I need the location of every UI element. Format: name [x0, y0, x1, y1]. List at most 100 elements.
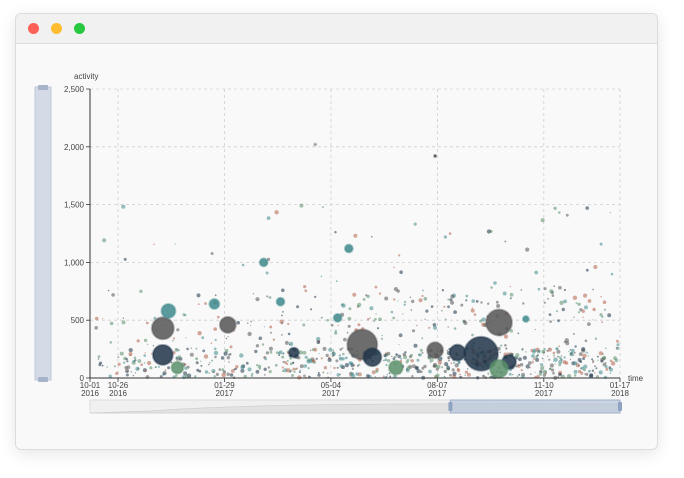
scatter-point — [243, 374, 247, 379]
scatter-point — [603, 308, 607, 311]
scatter-point — [218, 368, 222, 371]
scatter-point — [357, 364, 359, 367]
scatter-point — [516, 375, 519, 378]
y-tick-label: 0 — [80, 374, 85, 383]
scatter-point — [108, 374, 112, 378]
scatter-point — [151, 352, 153, 355]
scatter-point — [268, 370, 272, 374]
scatter-point — [399, 270, 403, 275]
scatter-point — [591, 369, 595, 372]
scatter-point — [453, 361, 456, 364]
scatter-point — [184, 366, 188, 370]
bubble — [343, 243, 354, 254]
scatter-point — [358, 363, 361, 366]
scatter-point — [482, 374, 485, 378]
scatter-point — [197, 303, 200, 306]
scatter-point — [500, 344, 503, 347]
scatter-point — [450, 300, 455, 305]
scatter-point — [374, 285, 378, 289]
scatter-point — [268, 346, 273, 351]
scatter-point — [419, 348, 423, 352]
scatter-point — [397, 300, 399, 302]
scatter-point — [520, 289, 523, 291]
scatter-point — [344, 363, 349, 368]
scatter-point — [558, 285, 562, 290]
scatter-point — [258, 367, 262, 370]
scatter-point — [504, 240, 507, 243]
scatter-point — [527, 361, 532, 365]
scatter-point — [446, 349, 449, 352]
y-datazoom-slider[interactable] — [34, 85, 52, 382]
scatter-point — [522, 302, 525, 305]
scatter-point — [121, 204, 126, 209]
scatter-point — [416, 324, 418, 327]
scatter-point — [592, 288, 594, 291]
scatter-point — [544, 372, 547, 375]
scatter-point — [175, 349, 177, 351]
scatter-point — [302, 323, 306, 327]
scatter-point — [266, 295, 269, 298]
scatter-point — [139, 289, 143, 293]
scatter-point — [409, 296, 411, 298]
scatter-point — [402, 313, 404, 315]
scatter-point — [588, 373, 594, 379]
scatter-point — [457, 361, 461, 365]
scatter-point — [518, 357, 522, 362]
scatter-point — [204, 302, 207, 305]
scatter-point — [408, 355, 412, 359]
close-window-button[interactable] — [28, 23, 39, 34]
scatter-point — [251, 372, 254, 375]
scatter-point — [327, 372, 329, 374]
scatter-point — [265, 351, 269, 355]
scatter-point — [286, 359, 289, 362]
scatter-point — [471, 307, 473, 309]
scatter-point — [257, 364, 262, 369]
scatter-point — [185, 374, 189, 378]
scatter-point — [416, 369, 421, 374]
scatter-point — [423, 364, 427, 369]
scatter-point — [419, 370, 423, 374]
scatter-point — [316, 340, 321, 345]
scatter-point — [123, 257, 127, 261]
scatter-point — [119, 351, 124, 356]
scatter-point — [561, 307, 565, 312]
scatter-point — [561, 359, 563, 361]
scatter-point — [152, 345, 155, 347]
scatter-point — [551, 368, 555, 372]
scatter-point — [98, 363, 102, 367]
scatter-point — [157, 365, 160, 368]
scatter-point — [133, 356, 137, 360]
scatter-point — [427, 356, 431, 360]
y-tick-label: 1,000 — [64, 258, 85, 267]
minimize-window-button[interactable] — [51, 23, 62, 34]
scatter-point — [211, 359, 214, 362]
bubble — [484, 308, 513, 337]
scatter-point — [558, 359, 563, 364]
scatter-point — [464, 374, 467, 377]
scatter-point — [352, 292, 357, 297]
scatter-point — [249, 324, 252, 327]
scatter-point — [255, 297, 260, 302]
scatter-point — [430, 305, 434, 308]
scatter-point — [520, 369, 523, 372]
scatter-point — [302, 350, 307, 355]
scatter-point — [190, 347, 192, 349]
maximize-window-button[interactable] — [74, 23, 85, 34]
y-tick-label: 500 — [71, 316, 85, 325]
scatter-point — [585, 268, 589, 272]
scatter-point — [278, 350, 283, 355]
x-tick-label-year: 2017 — [216, 389, 234, 398]
scatter-point — [322, 346, 327, 351]
bubble-series — [150, 142, 530, 379]
scatter-point — [518, 373, 521, 376]
scatter-point — [172, 351, 176, 355]
x-datazoom-slider[interactable] — [89, 399, 622, 414]
bubble — [488, 358, 509, 379]
scatter-point — [577, 302, 581, 306]
x-tick-label-year: 2018 — [611, 389, 629, 398]
scatter-point — [453, 327, 457, 330]
scatter-point — [445, 361, 448, 364]
scatter-point — [143, 354, 146, 357]
scatter-point — [558, 363, 562, 367]
scatter-point — [531, 361, 534, 364]
